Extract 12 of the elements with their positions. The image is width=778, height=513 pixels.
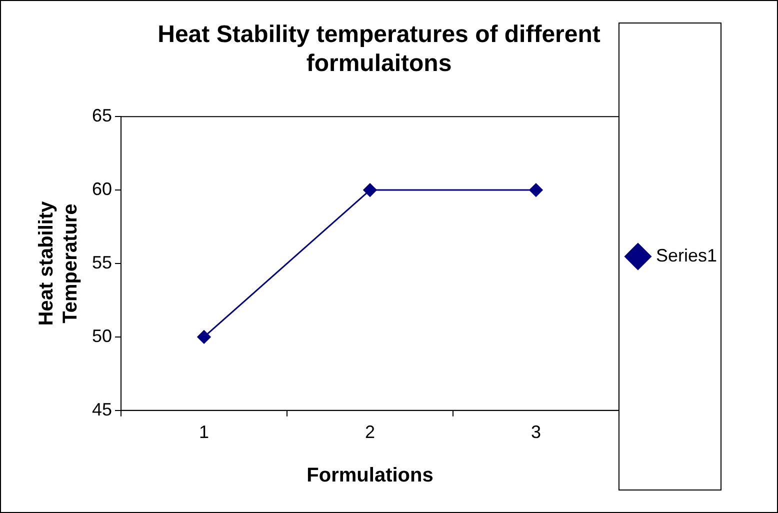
x-axis-title: Formulations [306, 464, 434, 487]
legend-label: Series1 [656, 245, 717, 266]
x-tick-label: 2 [364, 422, 376, 442]
y-tick-label: 50 [92, 326, 112, 346]
y-tick-label: 65 [92, 106, 112, 126]
y-tick-label: 45 [92, 399, 112, 420]
y-axis-title: Heat stability Temperature [36, 200, 82, 326]
x-tick-label: 1 [199, 422, 210, 442]
y-tick-label: 60 [92, 179, 112, 200]
chart-title: Heat Stability temperatures of different formulaitons [158, 21, 600, 77]
y-tick-label: 55 [92, 252, 112, 272]
x-tick-label: 3 [530, 422, 541, 442]
